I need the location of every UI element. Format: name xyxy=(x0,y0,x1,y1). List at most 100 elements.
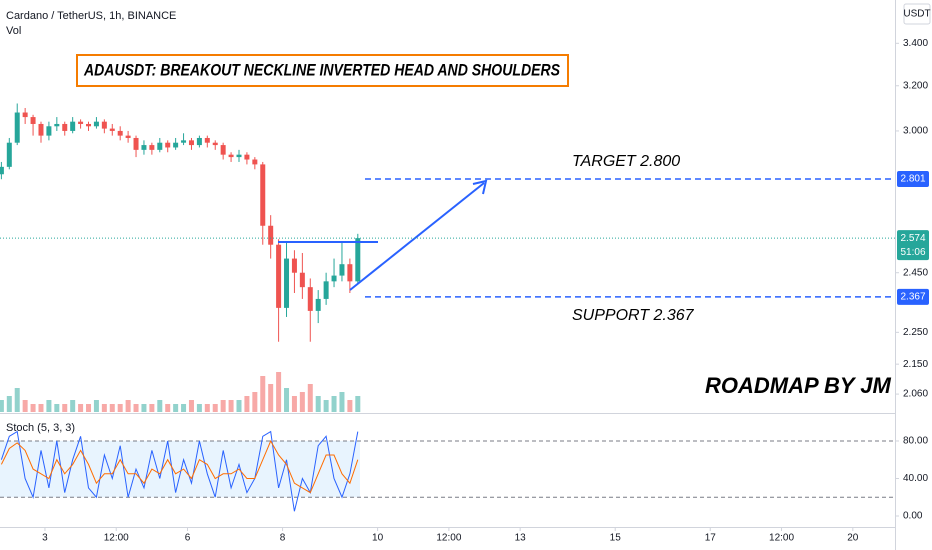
volume-bar xyxy=(252,392,258,412)
y-tick-label: 2.250 xyxy=(903,327,928,338)
volume-bar xyxy=(46,400,52,412)
candle-body xyxy=(196,137,202,146)
volume-bar xyxy=(339,392,345,412)
countdown: 51:06 xyxy=(900,247,925,258)
candle-body xyxy=(181,140,187,143)
volume-bar xyxy=(315,396,321,412)
candle-body xyxy=(228,154,234,158)
volume-bar xyxy=(268,384,274,412)
volume-bar xyxy=(236,400,242,412)
y-tick-label: 3.200 xyxy=(903,80,928,91)
candle-body xyxy=(141,145,147,150)
stoch-band xyxy=(0,440,360,498)
candle-body xyxy=(117,130,123,136)
candle-body xyxy=(236,154,242,158)
title-box xyxy=(76,54,569,87)
volume-bar xyxy=(212,404,218,412)
stoch-line xyxy=(0,439,359,494)
volume-bar xyxy=(93,400,99,412)
x-tick-label: 8 xyxy=(280,533,286,544)
candle-body xyxy=(0,166,4,175)
volume-bar xyxy=(22,400,28,412)
x-tick-label: 10 xyxy=(372,533,384,544)
volume-bar xyxy=(125,400,131,412)
currency: USDT xyxy=(903,9,930,20)
x-tick-label: 15 xyxy=(610,533,622,544)
volume-bar xyxy=(62,404,68,412)
volume-bar xyxy=(291,396,297,412)
candle-body xyxy=(157,142,163,150)
volume-bar xyxy=(347,400,353,412)
volume-bar xyxy=(244,396,250,412)
candle-body xyxy=(355,238,361,282)
volume xyxy=(0,372,361,412)
volume-bar xyxy=(299,392,305,412)
y-tick-label: 2.060 xyxy=(903,389,928,400)
level-label: 2.801 xyxy=(900,174,925,185)
volume-bar xyxy=(165,404,171,412)
stoch-tick-label: 80.00 xyxy=(903,436,928,447)
candle-body xyxy=(173,142,179,148)
signature: ROADMAP BY JM xyxy=(705,373,891,398)
candle-body xyxy=(307,287,313,311)
currency-box xyxy=(903,3,931,25)
volume-bar xyxy=(133,404,139,412)
candle-body xyxy=(284,258,290,308)
candle-body xyxy=(339,264,345,276)
candle-body xyxy=(244,154,250,160)
x-tick-label: 12:00 xyxy=(104,533,129,544)
candle-body xyxy=(6,142,12,167)
candle-body xyxy=(30,117,36,124)
support-text: SUPPORT 2.367 xyxy=(572,307,695,324)
volume-bar xyxy=(173,404,179,412)
candle-body xyxy=(291,258,297,273)
stoch-tick-label: 40.00 xyxy=(903,473,928,484)
y-tick-label: 2.450 xyxy=(903,267,928,278)
title: ADAUSDT: BREAKOUT NECKLINE INVERTED HEAD… xyxy=(83,60,560,79)
candles xyxy=(0,103,361,342)
volume-bar xyxy=(149,404,155,412)
volume-bar xyxy=(355,396,361,412)
volume-bar xyxy=(109,404,115,412)
volume-bar xyxy=(204,404,210,412)
volume-bar xyxy=(323,400,329,412)
x-tick-label: 12:00 xyxy=(769,533,794,544)
volume-bar xyxy=(0,400,4,412)
volume-bar xyxy=(228,400,234,412)
volume-bar xyxy=(38,404,44,412)
x-tick-label: 13 xyxy=(515,533,527,544)
candle-body xyxy=(125,135,131,138)
x-tick-label: 12:00 xyxy=(436,533,461,544)
volume-bar xyxy=(54,404,60,412)
volume-bar xyxy=(14,388,20,412)
candle-body xyxy=(78,121,84,124)
volume-bar xyxy=(78,404,84,412)
candle-body xyxy=(109,128,115,131)
y-tick-label: 3.400 xyxy=(903,38,928,49)
candle-body xyxy=(38,123,44,136)
candle-body xyxy=(276,244,282,308)
volume-bar xyxy=(157,400,163,412)
candle-body xyxy=(165,142,171,148)
candle-body xyxy=(252,159,258,165)
header: Cardano / TetherUS, 1h, BINANCE xyxy=(6,10,176,22)
x-tick-label: 17 xyxy=(705,533,717,544)
last-price-box xyxy=(897,230,929,261)
arrow-head xyxy=(472,179,488,195)
volume-bar xyxy=(260,376,266,412)
candle-body xyxy=(14,112,20,143)
candle-body xyxy=(133,137,139,150)
candle-body xyxy=(347,264,353,282)
volume-bar xyxy=(30,404,36,412)
candle-body xyxy=(70,121,76,131)
candle-body xyxy=(46,126,52,136)
volume-bar xyxy=(276,372,282,412)
volume-bar xyxy=(284,388,290,412)
candle-body xyxy=(188,140,194,146)
volume-bar xyxy=(117,404,123,412)
candle-body xyxy=(101,121,107,129)
candle-body xyxy=(315,298,321,311)
last-price-label: 2.574 xyxy=(900,233,925,244)
